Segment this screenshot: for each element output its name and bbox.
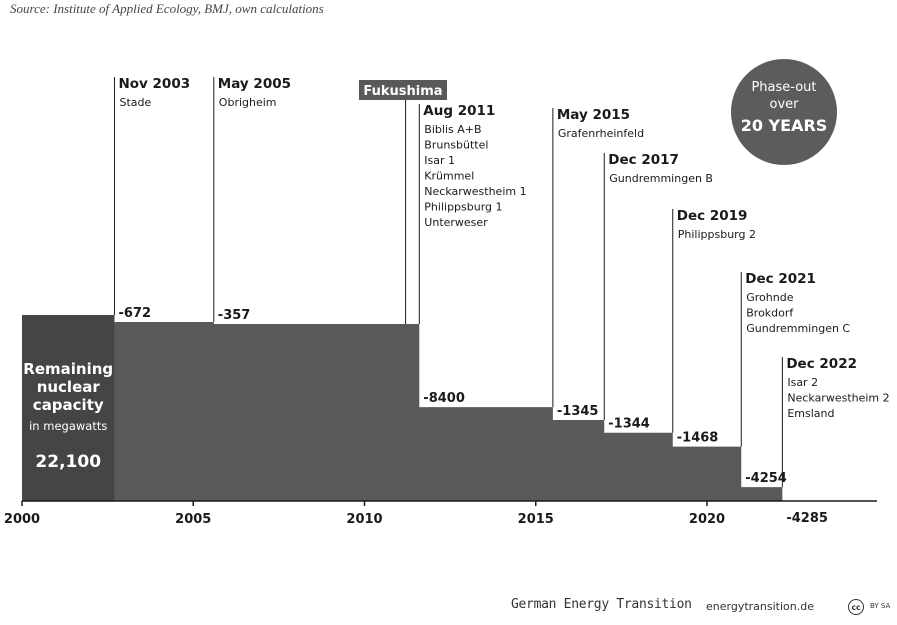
- event-delta: -1344: [608, 417, 650, 432]
- event-date: Nov 2003: [118, 76, 190, 92]
- fukushima-box: [359, 80, 447, 100]
- event-plant: Biblis A+B: [424, 123, 481, 136]
- start-label-title: capacity: [33, 396, 104, 414]
- event-plant: Krümmel: [424, 170, 474, 183]
- event-plant: Neckarwestheim 2: [787, 392, 889, 405]
- event-plant: Brunsbüttel: [424, 139, 488, 152]
- license-label: BY SA: [870, 602, 891, 610]
- event-delta: -8400: [423, 391, 465, 406]
- event-date: May 2015: [557, 107, 630, 123]
- event-plant: Isar 1: [424, 154, 455, 167]
- event-plant: Grohnde: [746, 291, 793, 304]
- event-plant: Stade: [119, 96, 151, 109]
- event-date: Dec 2019: [677, 208, 748, 224]
- event-plant: Neckarwestheim 1: [424, 185, 526, 198]
- source-note: Source: Institute of Applied Ecology, BM…: [10, 1, 324, 16]
- event-delta: -4285: [786, 511, 828, 526]
- event-plant: Gundremmingen B: [609, 172, 713, 185]
- footer-url[interactable]: energytransition.de: [706, 600, 814, 613]
- x-tick-label: 2005: [175, 512, 211, 527]
- event-date: Aug 2011: [423, 103, 495, 119]
- x-tick-label: 2015: [518, 512, 554, 527]
- event-delta: -4254: [745, 471, 787, 486]
- event-plant: Brokdorf: [746, 307, 794, 320]
- event-plant: Grafenrheinfeld: [558, 127, 644, 140]
- x-tick-label: 2020: [689, 512, 725, 527]
- start-label-value: 22,100: [35, 452, 101, 472]
- event-plant: Isar 2: [787, 376, 818, 389]
- event-plant: Obrigheim: [219, 96, 277, 109]
- badge-line-1: Phase-out: [751, 80, 816, 95]
- start-capacity-block: [22, 315, 115, 501]
- event-plant: Gundremmingen C: [746, 322, 850, 335]
- badge-line-2: over: [770, 97, 800, 112]
- event-plant: Emsland: [787, 407, 834, 420]
- fukushima-label: Fukushima: [363, 84, 442, 99]
- event-plant: Philippsburg 2: [678, 228, 756, 241]
- event-plant: Unterweser: [424, 216, 488, 229]
- capacity-area: [114, 315, 783, 528]
- badge-line-3: 20 YEARS: [741, 116, 828, 135]
- start-label-title: Remaining: [23, 360, 113, 378]
- event-date: Dec 2017: [608, 152, 679, 168]
- event-delta: -1345: [557, 404, 599, 419]
- event-delta: -357: [218, 308, 251, 323]
- event-delta: -672: [118, 306, 151, 321]
- event-date: May 2005: [218, 76, 291, 92]
- event-delta: -1468: [677, 431, 719, 446]
- event-date: Dec 2022: [786, 356, 857, 372]
- start-label-title: nuclear: [37, 378, 101, 396]
- cc-icon: cc: [848, 599, 864, 615]
- event-date: Dec 2021: [745, 271, 816, 287]
- x-tick-label: 2000: [4, 512, 40, 527]
- start-label-unit: in megawatts: [29, 419, 107, 433]
- x-tick-label: 2010: [346, 512, 382, 527]
- footer-brand: German Energy Transition: [511, 597, 692, 612]
- event-plant: Philippsburg 1: [424, 201, 502, 214]
- phaseout-badge: [731, 59, 837, 165]
